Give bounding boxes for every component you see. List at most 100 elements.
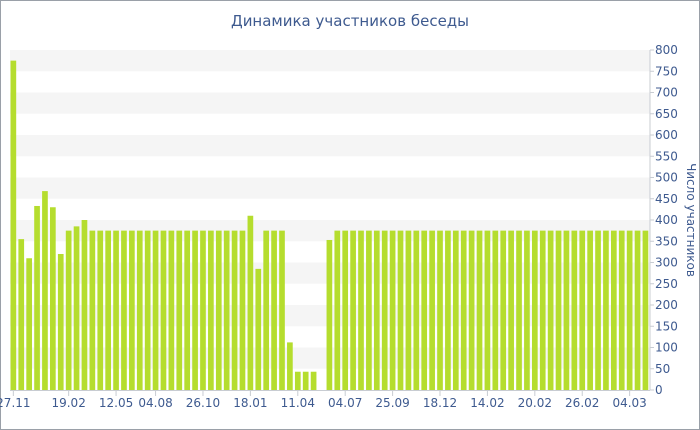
- y-tick-label: 600: [655, 128, 678, 142]
- bar: [468, 230, 475, 390]
- bar: [200, 230, 206, 390]
- bar: [642, 230, 649, 390]
- x-axis: 27.11 19.02 12.05 04.08 26.10 18.01 11.04 04.07…: [0, 390, 650, 410]
- bar: [105, 230, 112, 390]
- bar: [255, 268, 262, 390]
- bar: [555, 230, 562, 390]
- x-tick-label: 18.12: [423, 396, 457, 410]
- bar: [445, 230, 451, 390]
- bar: [279, 230, 285, 390]
- bar: [208, 230, 214, 390]
- bar: [389, 230, 396, 390]
- y-tick-label: 700: [655, 86, 678, 100]
- x-tick-label: 04.08: [138, 396, 172, 410]
- bar: [73, 226, 80, 390]
- bar: [57, 254, 64, 390]
- bar: [350, 230, 356, 390]
- y-tick-label: 0: [655, 383, 663, 397]
- y-tick-label: 100: [655, 341, 678, 355]
- y-tick-label: 150: [655, 319, 678, 333]
- bar: [310, 371, 317, 390]
- bar: [547, 230, 554, 390]
- x-tick-label: 12.05: [99, 396, 133, 410]
- y-tick-label: 650: [655, 107, 678, 121]
- bar: [603, 230, 609, 390]
- x-tick-label: 11.04: [281, 396, 315, 410]
- grid-band: [10, 92, 650, 114]
- y-tick-label: 350: [655, 234, 678, 248]
- bar: [34, 205, 40, 390]
- y-tick-label: 750: [655, 64, 678, 78]
- bar: [437, 230, 443, 390]
- bar: [50, 207, 56, 390]
- bar: [287, 342, 293, 390]
- bar: [168, 230, 175, 390]
- bar: [223, 230, 230, 390]
- bar: [610, 230, 617, 390]
- bar: [500, 230, 507, 390]
- bar: [421, 230, 428, 390]
- bar: [484, 230, 491, 390]
- x-tick-label: 18.01: [233, 396, 267, 410]
- y-tick-label: 450: [655, 192, 678, 206]
- bar: [634, 230, 641, 390]
- bar: [247, 215, 254, 390]
- bar: [595, 230, 601, 390]
- chart-title: Динамика участников беседы: [230, 12, 470, 30]
- bar: [184, 230, 191, 390]
- bar: [524, 230, 530, 390]
- bar: [492, 230, 499, 390]
- grid-band: [10, 135, 650, 157]
- bar: [271, 230, 277, 390]
- bar: [452, 230, 459, 390]
- y-axis-title: Число участников: [684, 163, 698, 277]
- bar: [129, 230, 135, 390]
- bar: [366, 230, 372, 390]
- bar: [26, 258, 32, 390]
- x-tick-label: 25.09: [375, 396, 409, 410]
- bar: [239, 230, 246, 390]
- bar: [10, 60, 17, 390]
- bar: [65, 230, 72, 390]
- bar: [215, 230, 222, 390]
- bar: [618, 230, 625, 390]
- bar: [152, 230, 159, 390]
- bar: [192, 230, 198, 390]
- y-axis: 0 50 100 150 200 250 300 350 400 450 500 550 600 650 7…: [649, 43, 678, 397]
- bar: [476, 230, 483, 390]
- y-tick-label: 400: [655, 213, 678, 227]
- grid-band: [10, 177, 650, 199]
- x-tick-label: 26.02: [565, 396, 599, 410]
- bar: [42, 191, 48, 390]
- y-tick-label: 300: [655, 256, 678, 270]
- bar: [144, 230, 151, 390]
- x-tick-label: 19.02: [51, 396, 85, 410]
- bar: [263, 230, 270, 390]
- bar: [397, 230, 404, 390]
- bar: [508, 230, 514, 390]
- bar: [136, 230, 143, 390]
- bar: [539, 230, 546, 390]
- y-tick-label: 550: [655, 149, 678, 163]
- x-tick-label: 27.11: [0, 396, 31, 410]
- bar: [626, 230, 633, 390]
- x-tick-label: 04.03: [612, 396, 646, 410]
- y-tick-label: 50: [655, 362, 670, 376]
- bar: [358, 230, 364, 390]
- bar: [334, 230, 341, 390]
- bar: [381, 230, 388, 390]
- bar: [81, 220, 88, 390]
- bar: [231, 230, 238, 390]
- bar: [531, 230, 538, 390]
- bar: [373, 230, 380, 390]
- bar: [97, 230, 104, 390]
- bar: [413, 230, 420, 390]
- bar: [460, 230, 467, 390]
- bar: [429, 230, 435, 390]
- bar: [587, 230, 593, 390]
- bar: [342, 230, 349, 390]
- y-tick-label: 800: [655, 43, 678, 57]
- bar: [326, 239, 333, 390]
- y-tick-label: 200: [655, 298, 678, 312]
